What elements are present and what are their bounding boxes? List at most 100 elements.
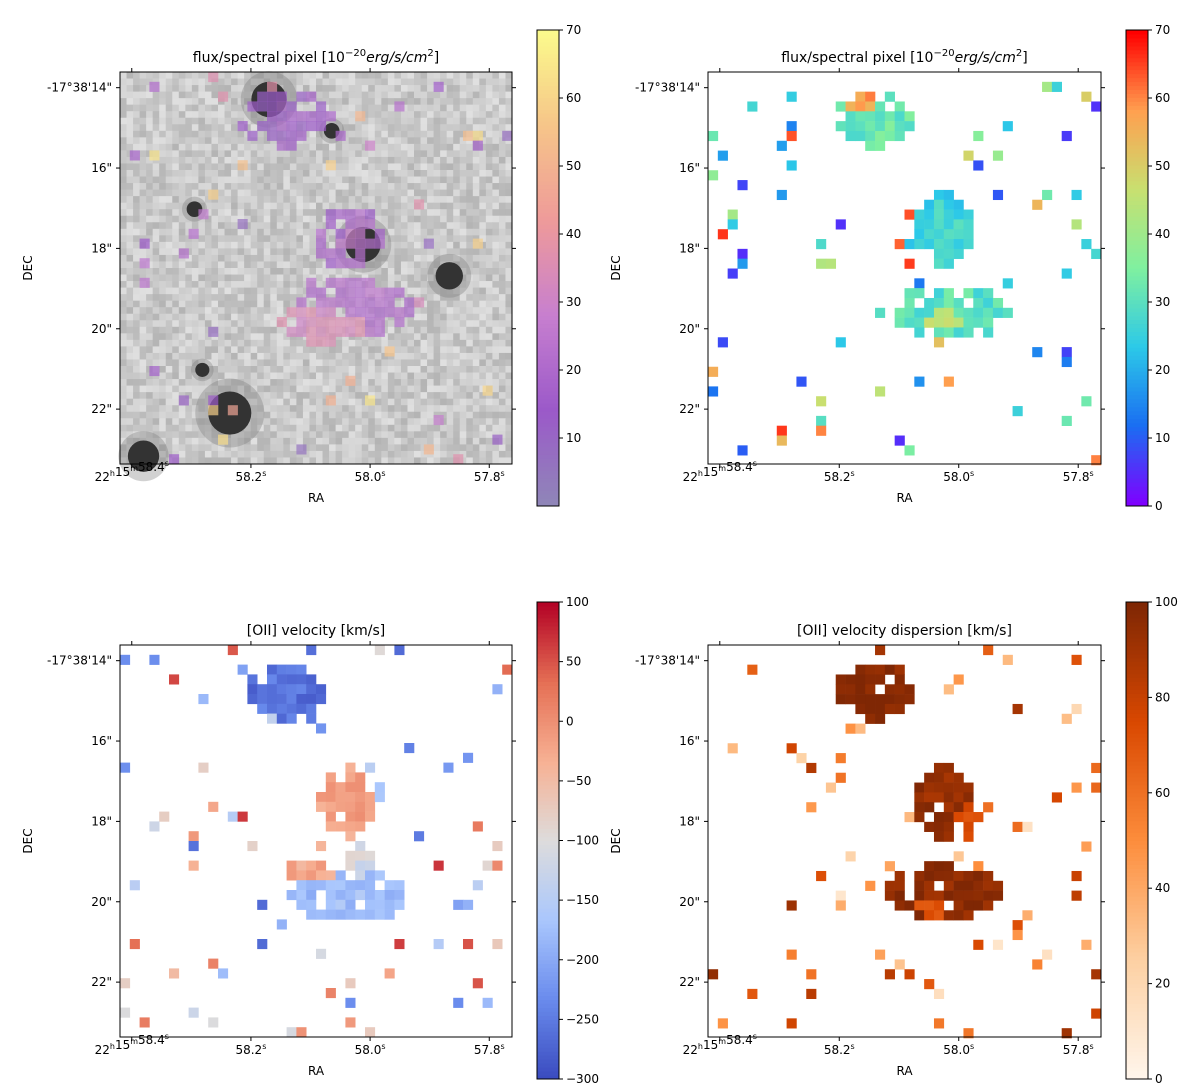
colorbar-step [537,967,559,973]
pixel [316,238,327,249]
colorbar-step [537,228,559,233]
noise-cell [172,359,180,367]
noise-cell [126,124,134,132]
noise-cell [146,392,154,400]
pixel [208,395,219,406]
noise-cell [178,313,186,321]
noise-cell [498,235,506,243]
noise-cell [361,196,369,204]
noise-cell [165,320,173,328]
colorbar-step [1126,486,1148,491]
noise-cell [414,418,421,426]
colorbar-step [1126,149,1148,154]
pixel [943,376,954,387]
noise-cell [126,398,134,406]
colorbar-step [537,69,559,75]
noise-cell [440,156,448,164]
noise-cell [387,130,395,138]
noise-cell [211,176,219,184]
noise-cell [342,437,350,445]
noise-cell [342,163,350,171]
noise-cell [348,78,356,86]
noise-cell [342,405,350,413]
noise-cell [133,78,140,86]
pixel [1022,821,1033,832]
noise-cell [446,111,454,119]
noise-cell [414,130,421,138]
colorbar-step [537,975,559,981]
pixel [384,297,395,308]
noise-cell [316,78,323,86]
noise-cell [355,98,363,106]
noise-cell [250,352,258,360]
noise-cell [250,274,258,282]
noise-cell [218,281,225,288]
noise-cell [257,130,265,138]
noise-cell [244,392,252,400]
noise-cell [191,320,199,328]
noise-cell [472,261,480,269]
noise-cell [414,248,421,256]
pixel [933,288,945,299]
noise-cell [283,339,291,347]
noise-cell [472,274,480,282]
noise-cell [120,163,127,171]
colorbar-step [1126,896,1148,901]
noise-cell [368,124,376,132]
noise-cell [368,411,376,419]
noise-cell [296,437,304,445]
pixel [1071,219,1082,230]
noise-cell [374,124,382,132]
noise-cell [505,313,513,321]
pixel [1081,396,1092,407]
noise-cell [368,359,376,367]
noise-cell [492,137,500,145]
noise-cell [172,202,180,210]
noise-cell [133,261,140,269]
noise-cell [185,346,193,354]
pixel [953,851,964,862]
pixel [276,111,287,122]
noise-cell [165,228,173,236]
noise-cell [505,156,513,164]
noise-cell [231,254,238,262]
noise-cell [120,431,127,439]
noise-cell [120,352,127,360]
pixel [404,297,415,308]
noise-cell [498,248,506,256]
noise-cell [381,104,389,112]
noise-cell [368,268,376,275]
noise-cell [374,392,382,400]
noise-cell [485,196,493,204]
noise-cell [446,163,454,171]
colorbar-step [1126,236,1148,241]
noise-cell [407,117,415,125]
noise-cell [348,346,356,354]
noise-cell [172,91,180,99]
noise-cell [459,411,467,419]
pixel [855,664,866,675]
noise-cell [485,130,493,138]
colorbar-step [1126,824,1148,830]
noise-cell [165,307,173,315]
noise-cell [361,170,369,177]
pixel [267,713,278,724]
noise-cell [178,222,186,230]
pixel [414,199,425,210]
colorbar-step [537,888,559,893]
colorbar-tick-label: −300 [566,1072,599,1086]
noise-cell [224,72,232,79]
x-tick-label: 58.0s [355,1042,386,1057]
noise-cell [472,268,480,275]
noise-cell [505,457,513,465]
noise-cell [342,392,350,400]
noise-cell [446,137,454,145]
pixel [933,831,945,842]
noise-cell [165,405,173,413]
pixel [953,229,964,240]
noise-cell [204,385,212,393]
noise-cell [322,366,330,373]
noise-cell [368,424,376,432]
noise-cell [453,98,461,106]
noise-cell [257,392,265,400]
